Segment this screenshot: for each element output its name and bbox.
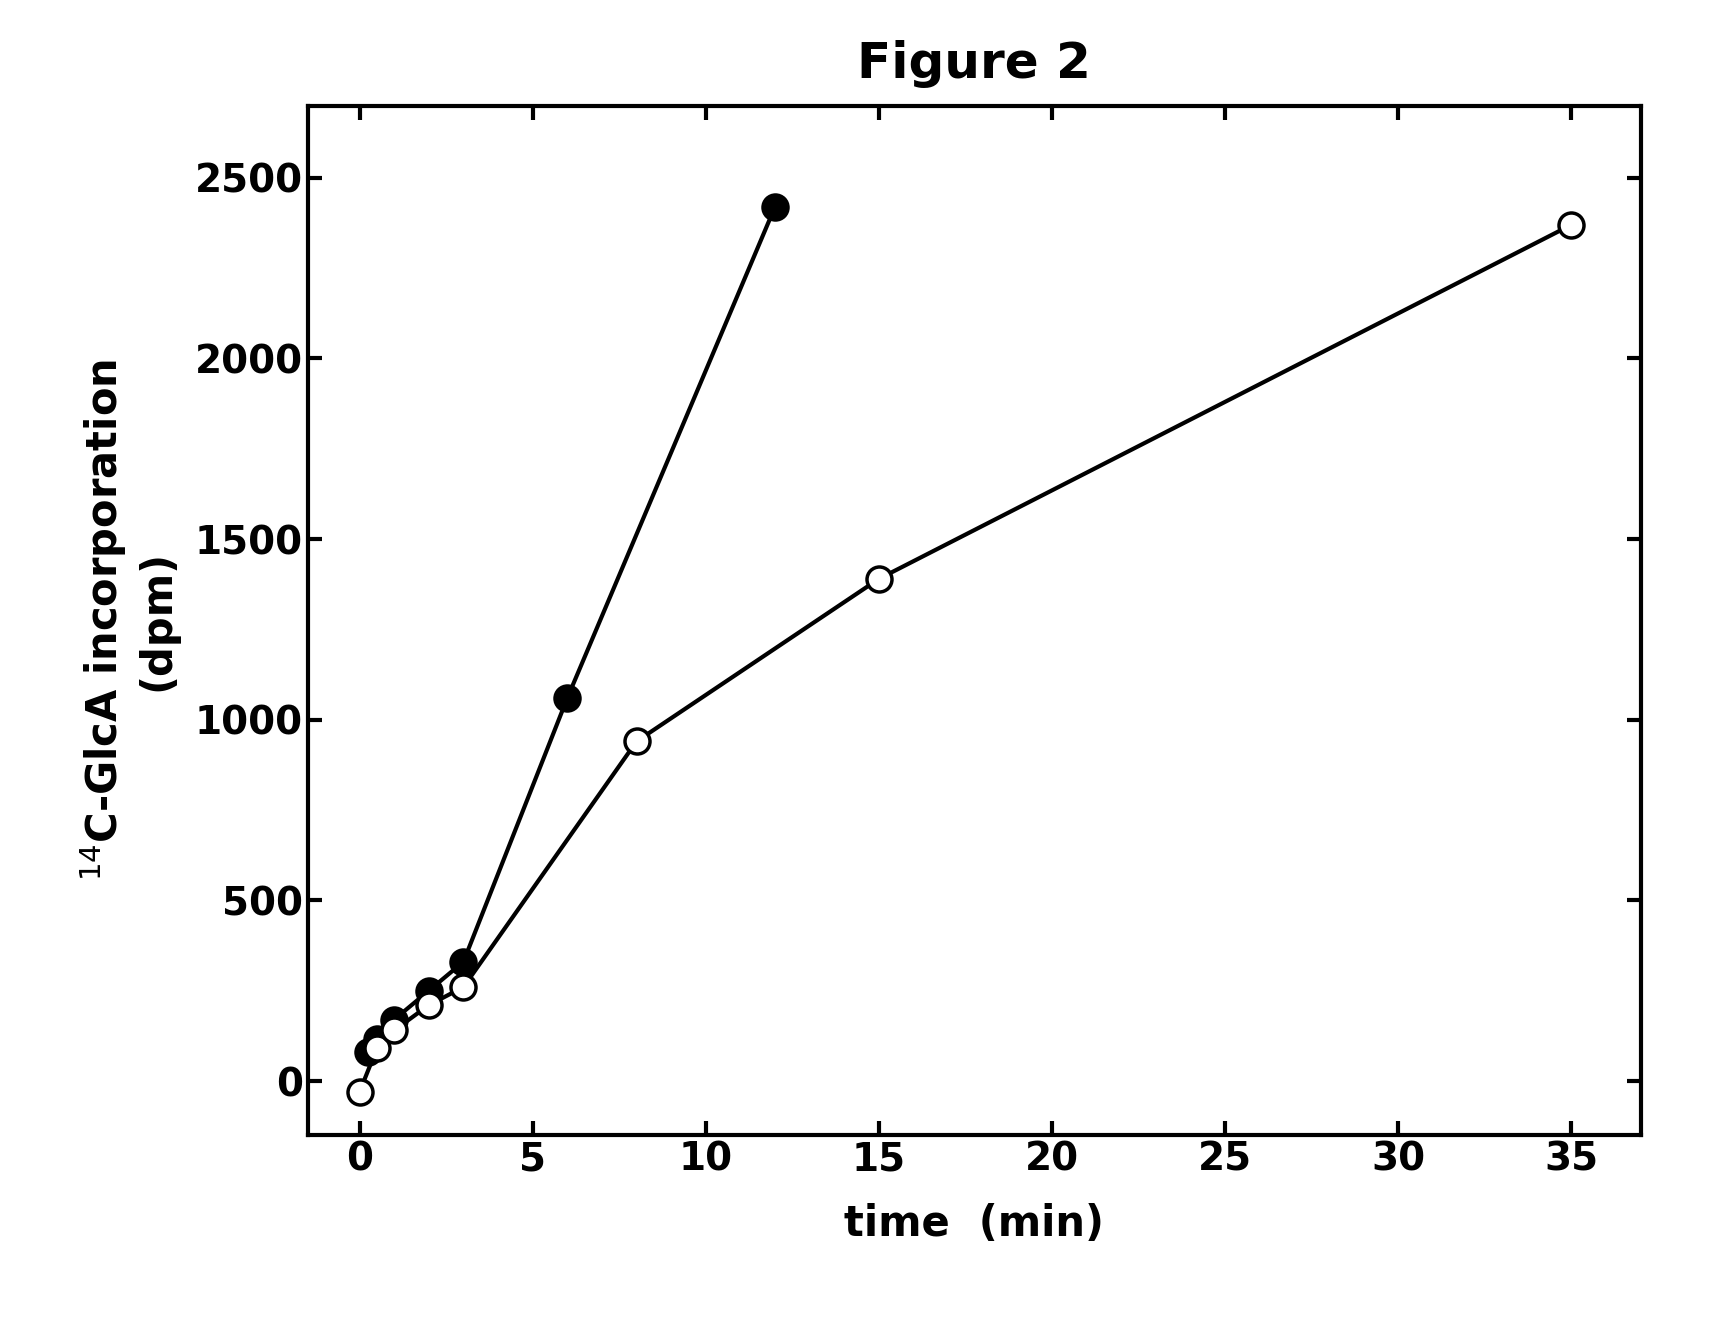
X-axis label: time  (min): time (min) — [844, 1203, 1104, 1245]
Title: Figure 2: Figure 2 — [858, 40, 1090, 88]
Y-axis label: $^{14}$C-GlcA incorporation
(dpm): $^{14}$C-GlcA incorporation (dpm) — [79, 359, 178, 882]
